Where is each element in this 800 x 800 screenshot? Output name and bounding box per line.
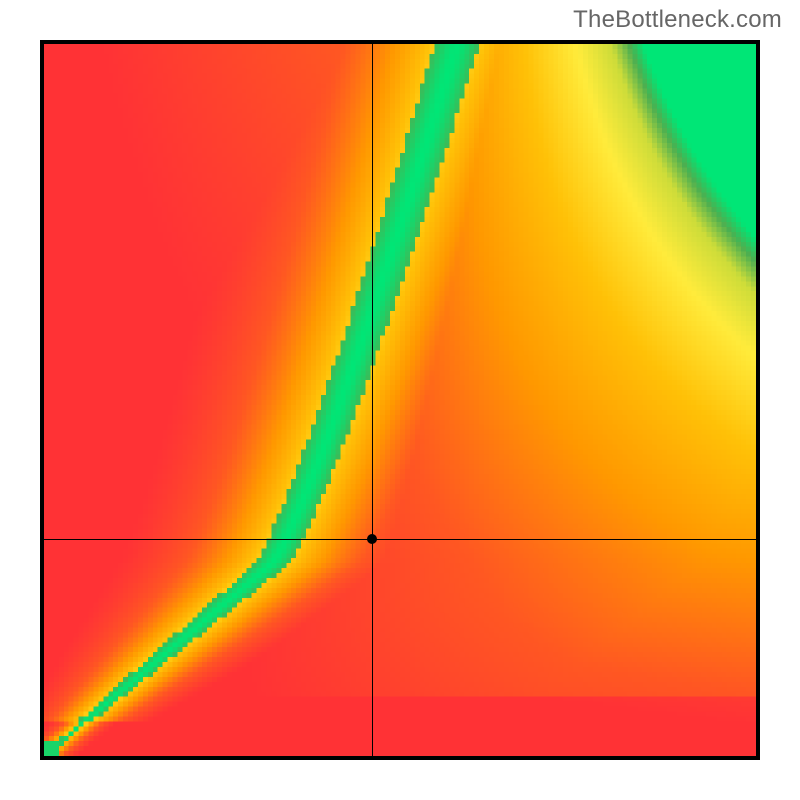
chart-container: TheBottleneck.com xyxy=(0,0,800,800)
watermark-text: TheBottleneck.com xyxy=(573,6,782,34)
crosshair-horizontal xyxy=(44,539,756,540)
heatmap-canvas xyxy=(44,44,756,756)
plot-frame xyxy=(40,40,760,760)
crosshair-vertical xyxy=(372,44,373,756)
crosshair-marker xyxy=(367,534,377,544)
